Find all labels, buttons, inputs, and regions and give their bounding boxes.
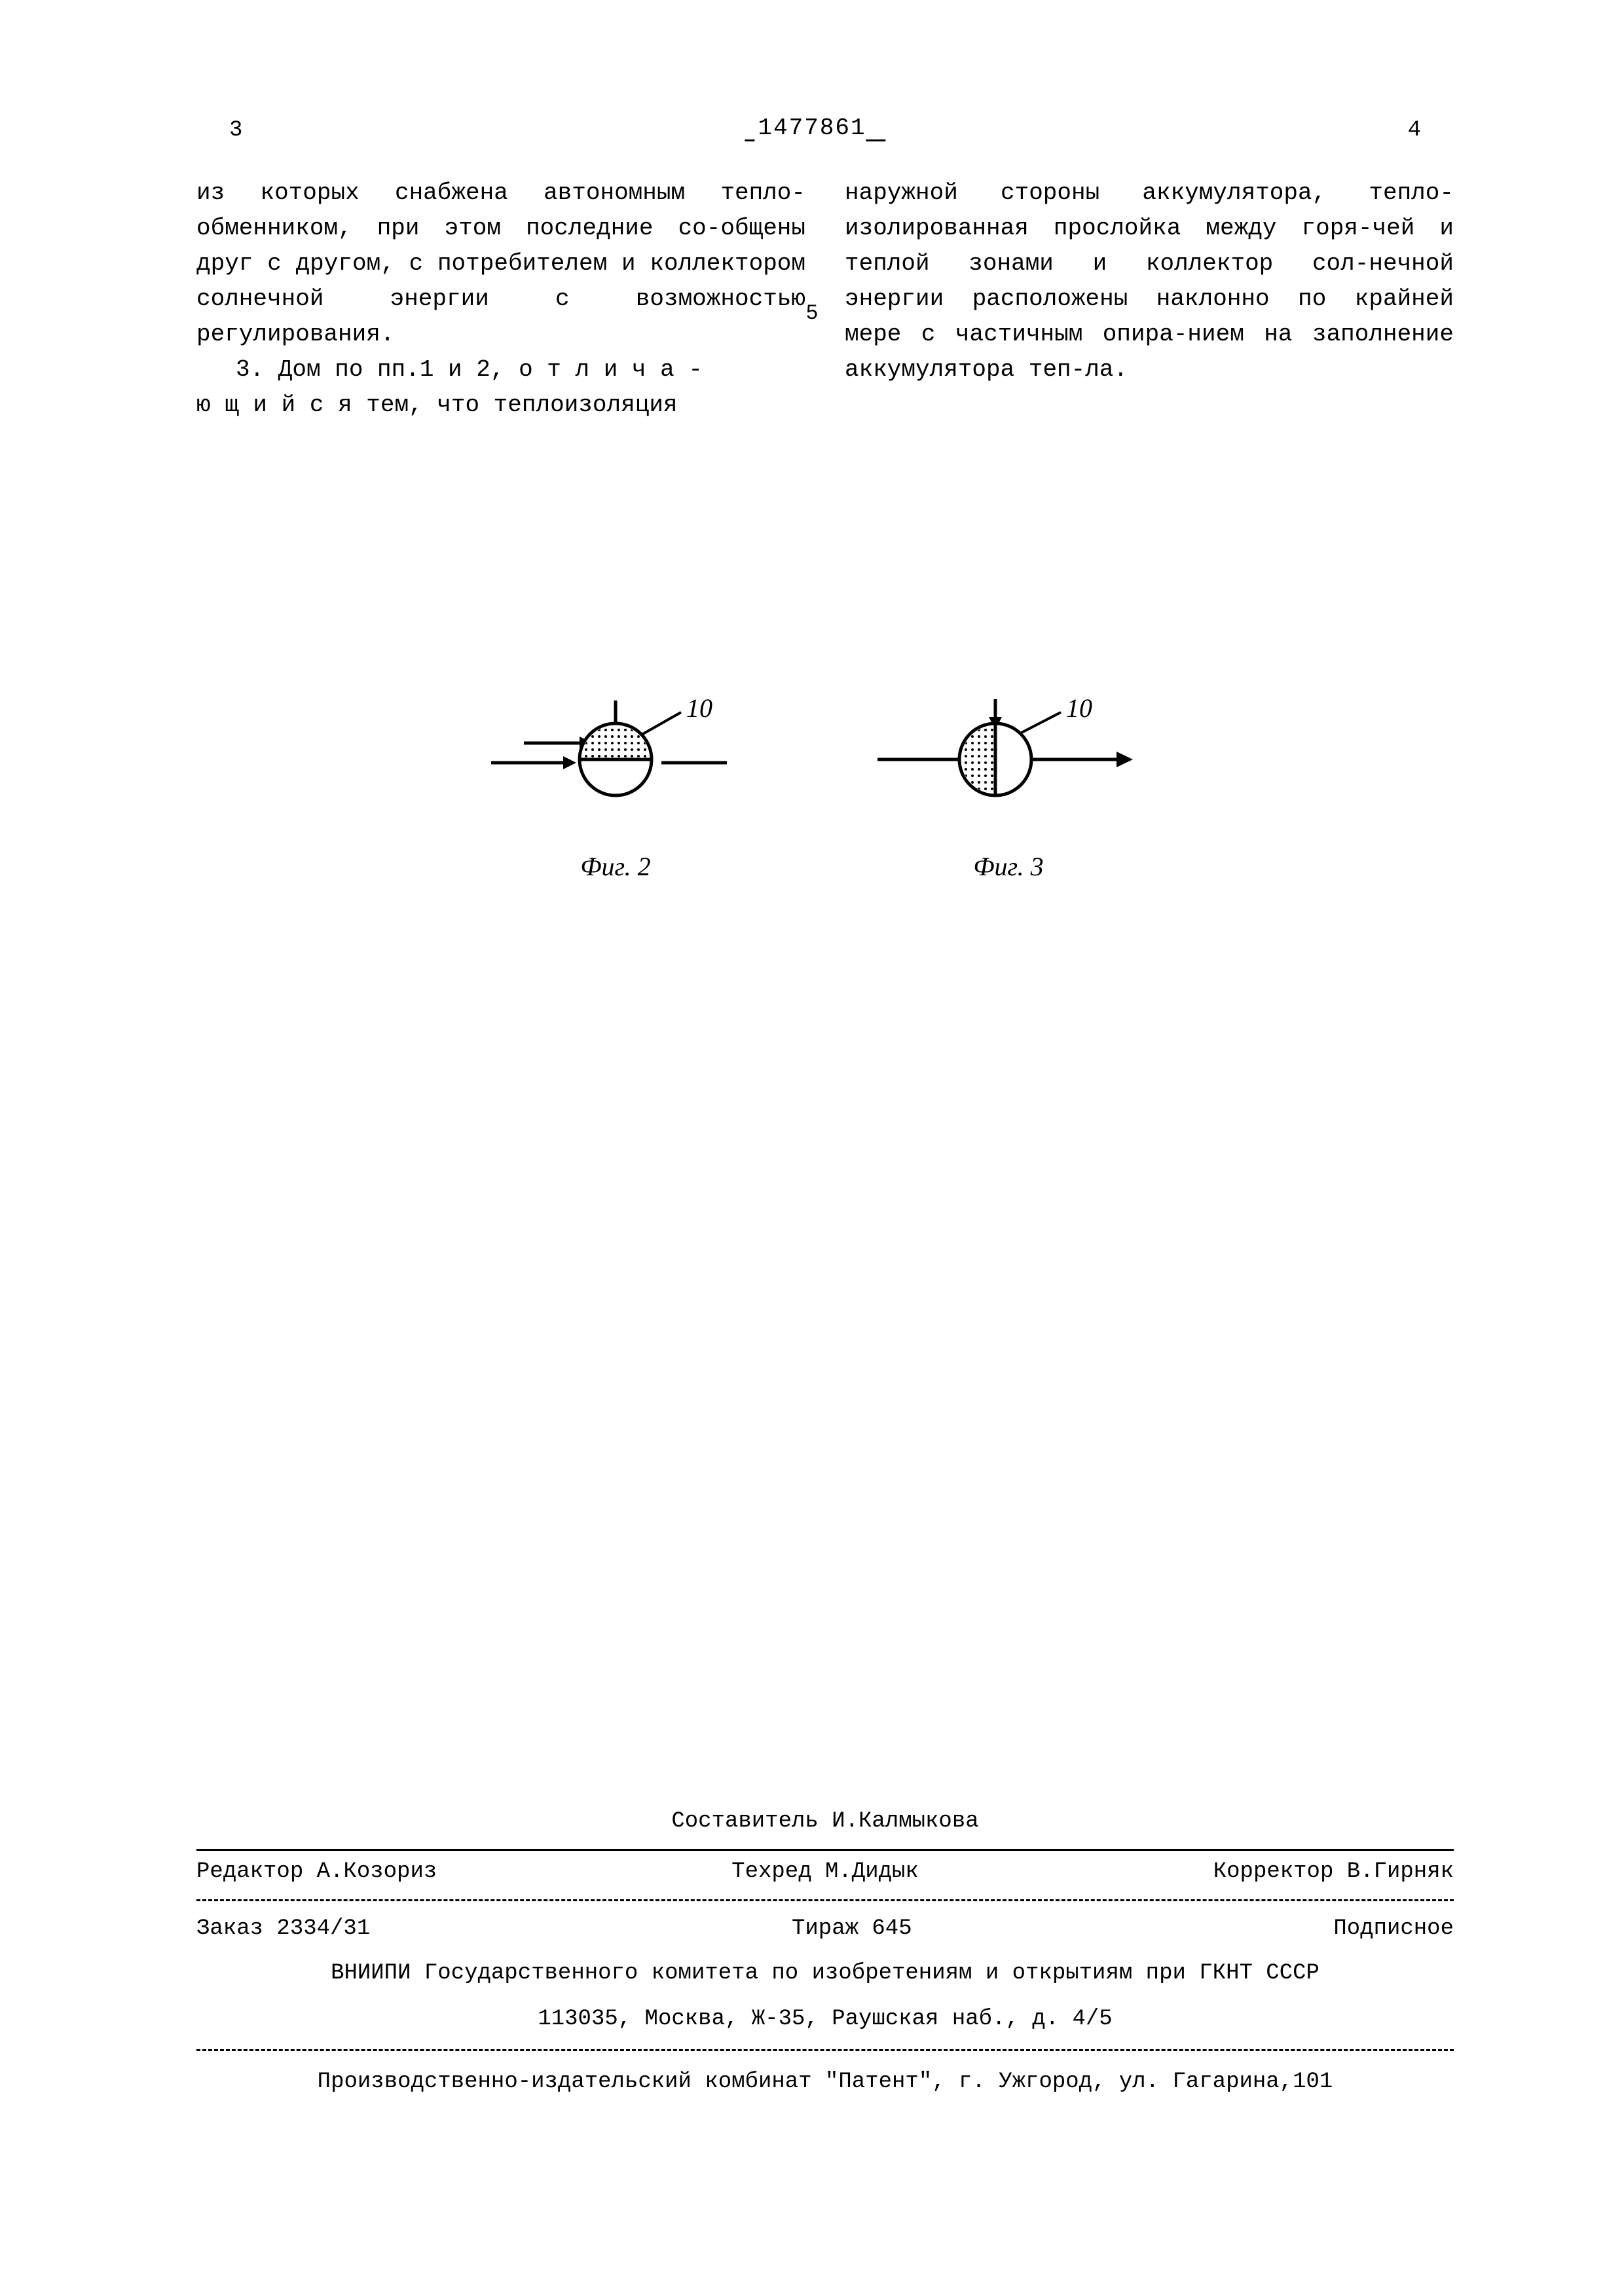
credits-row: Редактор А.Козориз Техред М.Дидык Коррек… (196, 1851, 1454, 1893)
institute-line-2: 113035, Москва, Ж-35, Раушская наб., д. … (196, 1996, 1454, 2042)
claim-3-spaced-2: ю щ и й с я (196, 392, 352, 418)
figure-3-label: Фиг. 3 (871, 851, 1146, 882)
claim-3-suffix: тем, что теплоизоляция (352, 392, 678, 418)
compiler-line: Составитель И.Калмыкова (196, 1804, 1454, 1839)
text-columns: из которых снабжена автономным тепло-обм… (196, 175, 1454, 423)
figure-2: 10 Фиг. 2 (478, 694, 753, 882)
figure-3-svg: 10 (871, 694, 1146, 838)
left-column: из которых снабжена автономным тепло-обм… (196, 175, 805, 423)
document-number: 1477861 (758, 115, 866, 141)
divider-dashed-1 (196, 1899, 1454, 1901)
right-page-number: 4 (1408, 118, 1421, 143)
divider-dashed-2 (196, 2049, 1454, 2051)
editor-credit: Редактор А.Козориз (196, 1854, 437, 1889)
publication-footer: Составитель И.Калмыкова Редактор А.Козор… (196, 1804, 1454, 2100)
techred-credit: Техред М.Дидык (731, 1854, 919, 1889)
fig3-ref-10: 10 (1066, 694, 1092, 723)
figure-2-label: Фиг. 2 (478, 851, 753, 882)
figure-3: 10 Фиг. 3 (871, 694, 1146, 882)
claim-3-spaced-1: о т л и ч а - (519, 356, 703, 383)
patent-page: 1477861 3 4 5 из которых снабжена автоно… (0, 0, 1624, 2296)
corrector-credit: Корректор В.Гирняк (1213, 1854, 1454, 1889)
subscription: Подписное (1333, 1911, 1454, 1946)
order-row: Заказ 2334/31 Тираж 645 Подписное (196, 1908, 1454, 1950)
fig2-ref-10: 10 (686, 694, 712, 723)
printer-line: Производственно-издательский комбинат "П… (196, 2058, 1454, 2100)
figures-row: 10 Фиг. 2 (478, 694, 1146, 882)
institute-line-1: ВНИИПИ Государственного комитета по изоб… (196, 1950, 1454, 1996)
circulation: Тираж 645 (792, 1911, 912, 1946)
figure-2-svg: 10 (478, 694, 753, 838)
line-marker-5: 5 (805, 301, 818, 325)
right-column: наружной стороны аккумулятора, тепло-изо… (845, 175, 1454, 423)
claim-3-prefix: 3. Дом по пп.1 и 2, (236, 356, 519, 383)
left-page-number: 3 (229, 118, 242, 143)
order-number: Заказ 2334/31 (196, 1911, 370, 1946)
left-col-text-1: из которых снабжена автономным тепло-обм… (196, 179, 805, 348)
right-col-text: наружной стороны аккумулятора, тепло-изо… (845, 179, 1454, 383)
